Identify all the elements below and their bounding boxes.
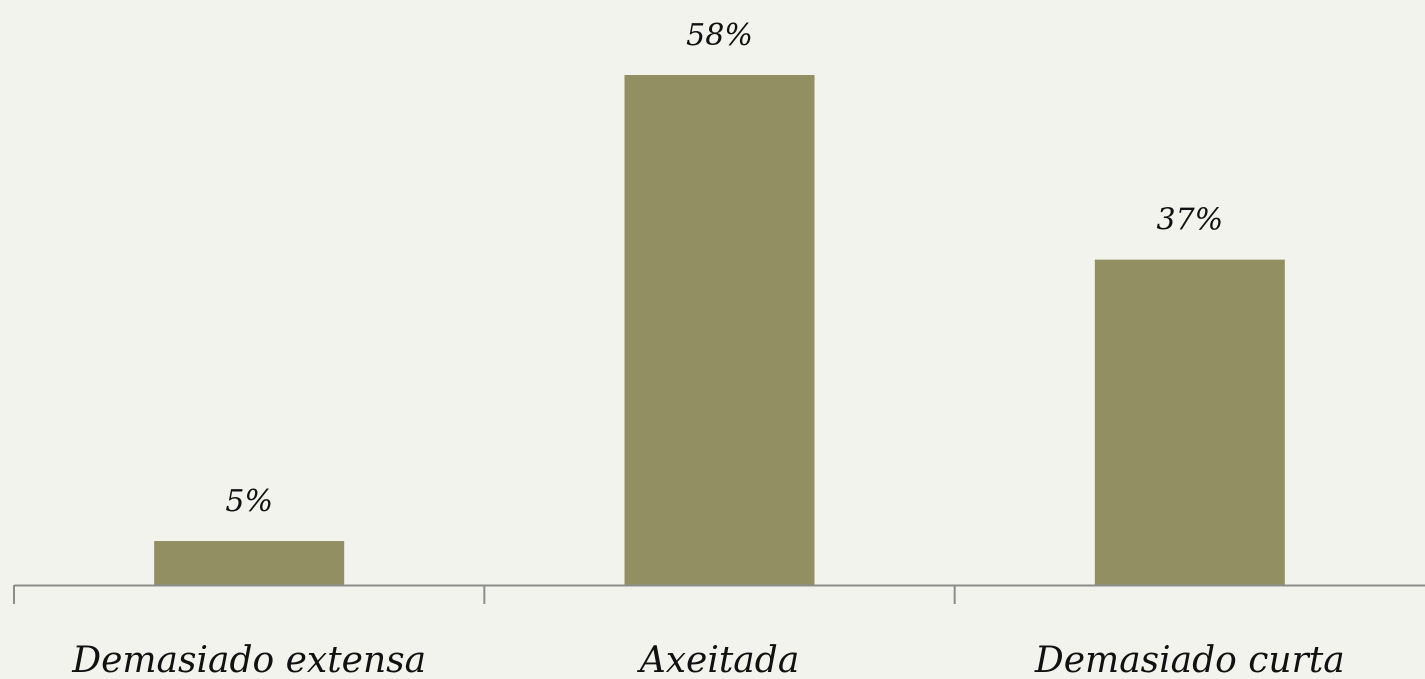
bar-3: [1094, 259, 1285, 585]
category-labels-group: Demasiado extensa Axeitada Demasiado curta: [71, 640, 1345, 679]
data-label-1: 5%: [225, 484, 273, 519]
bars-group: [154, 75, 1285, 585]
data-label-2: 58%: [686, 18, 753, 53]
category-label-3: Demasiado curta: [1034, 640, 1345, 679]
x-axis: [13, 584, 1425, 604]
data-labels-group: 5% 58% 37%: [225, 18, 1223, 519]
bar-1: [154, 541, 345, 585]
category-label-1: Demasiado extensa: [71, 640, 426, 679]
bar-2: [624, 75, 815, 585]
category-label-2: Axeitada: [637, 640, 800, 679]
data-label-3: 37%: [1156, 203, 1223, 238]
